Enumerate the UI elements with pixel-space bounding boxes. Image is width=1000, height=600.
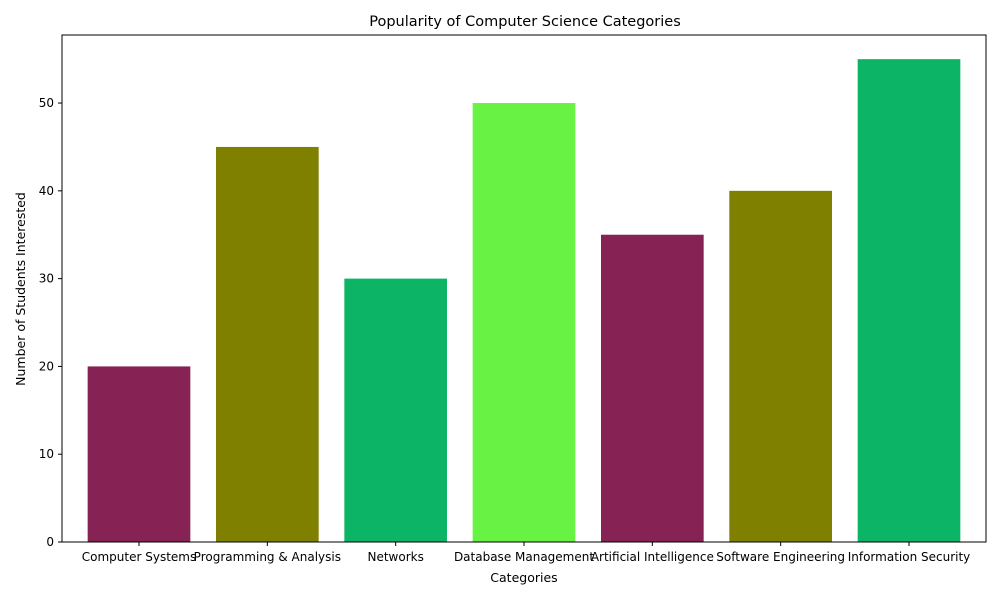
x-tick-label: Programming & Analysis: [194, 550, 341, 564]
y-tick-label: 30: [39, 272, 54, 286]
bar: [472, 103, 576, 542]
y-tick-label: 40: [39, 184, 54, 198]
x-tick-label: Software Engineering: [716, 550, 845, 564]
bar: [857, 59, 961, 543]
x-tick-label: Information Security: [848, 550, 971, 564]
chart-title: Popularity of Computer Science Categorie…: [369, 14, 681, 30]
y-tick-label: 0: [46, 535, 54, 549]
bar: [344, 278, 447, 542]
x-tick-label: Networks: [367, 550, 423, 564]
y-tick-label: 50: [39, 96, 54, 110]
y-axis: 0 10 20 30 40 50: [39, 96, 62, 549]
bar: [87, 366, 191, 542]
bars: [87, 59, 961, 543]
x-tick-label: Computer Systems: [82, 550, 196, 564]
y-axis-label: Number of Students Interested: [13, 192, 28, 386]
y-tick-label: 20: [39, 359, 54, 373]
bar: [601, 234, 704, 542]
x-axis-label: Categories: [490, 570, 557, 585]
x-tick-label: Artificial Intelligence: [591, 550, 714, 564]
y-tick-label: 10: [39, 447, 54, 461]
x-tick-label: Database Management: [454, 550, 594, 564]
bar: [729, 190, 832, 542]
bar: [216, 146, 319, 542]
